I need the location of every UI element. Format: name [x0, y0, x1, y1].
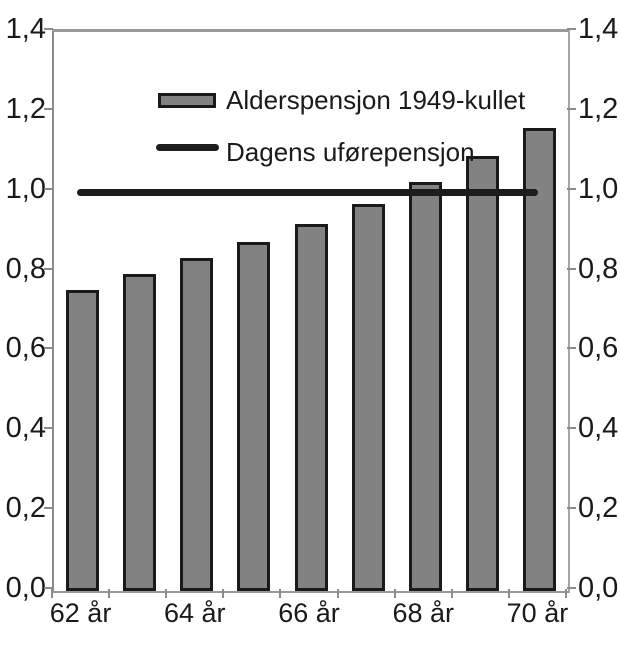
y-tick-left	[44, 347, 53, 350]
bar	[237, 242, 271, 591]
y-axis-label-left: 0,2	[5, 492, 46, 525]
y-tick-right	[567, 28, 576, 30]
bar	[351, 204, 385, 591]
y-axis-label-left: 1,0	[5, 172, 46, 205]
legend-bar-swatch-icon	[158, 93, 216, 108]
x-tick	[51, 589, 53, 598]
y-axis-label-right: 0,2	[578, 492, 619, 525]
x-tick	[222, 589, 225, 598]
x-tick	[450, 589, 453, 598]
y-tick-right	[567, 507, 576, 510]
y-tick-left	[44, 267, 53, 270]
y-axis-label-right: 1,0	[578, 172, 619, 205]
bar	[66, 290, 100, 591]
y-axis-label-right: 0,6	[578, 332, 619, 365]
y-axis-label-right: 1,2	[578, 92, 619, 125]
y-axis-label-left: 0,6	[5, 332, 46, 365]
y-axis-label-left: 1,2	[5, 92, 46, 125]
y-tick-right	[567, 587, 576, 589]
x-tick	[507, 589, 510, 598]
y-tick-right	[567, 107, 576, 110]
y-tick-right	[567, 267, 576, 270]
bar	[465, 156, 499, 591]
x-tick	[279, 589, 282, 598]
y-tick-left	[44, 507, 53, 510]
y-axis-label-right: 0,0	[578, 572, 619, 604]
legend-line-swatch-icon	[156, 144, 219, 151]
x-tick	[165, 589, 168, 598]
y-tick-left	[44, 427, 53, 430]
x-tick	[336, 589, 339, 598]
y-axis-label-left: 0,8	[5, 252, 46, 285]
legend-label-uforepensjon: Dagens uførepensjon	[226, 137, 475, 167]
bar	[123, 274, 157, 591]
y-tick-left	[44, 587, 53, 589]
x-tick	[108, 589, 111, 598]
y-axis-label-left: 0,0	[5, 572, 46, 604]
x-tick	[565, 589, 567, 598]
y-tick-right	[567, 187, 576, 190]
y-axis-label-left: 1,4	[5, 13, 46, 45]
x-axis-label: 64 år	[163, 598, 226, 628]
y-tick-left	[44, 107, 53, 110]
plot-area: Alderspensjon 1949-kullet Dagens uførepe…	[52, 29, 570, 593]
y-tick-left	[44, 28, 53, 30]
x-tick	[393, 589, 396, 598]
bar	[294, 224, 328, 591]
reference-line	[77, 188, 538, 196]
bar	[408, 182, 442, 591]
x-axis-label: 70 år	[506, 598, 569, 628]
y-axis-label-right: 0,4	[578, 412, 619, 445]
y-tick-right	[567, 427, 576, 430]
x-axis-label: 66 år	[278, 598, 340, 628]
legend-label-alderspensjon: Alderspensjon 1949-kullet	[226, 85, 526, 115]
y-axis-label-left: 0,4	[5, 412, 46, 445]
x-axis-label: 68 år	[392, 598, 454, 628]
y-tick-right	[567, 347, 576, 350]
x-axis-label: 62 år	[49, 598, 112, 628]
y-axis-label-right: 0,8	[578, 252, 619, 285]
bar	[522, 128, 556, 591]
y-tick-left	[44, 187, 53, 190]
bar	[180, 258, 214, 591]
y-axis-label-right: 1,4	[578, 13, 619, 45]
